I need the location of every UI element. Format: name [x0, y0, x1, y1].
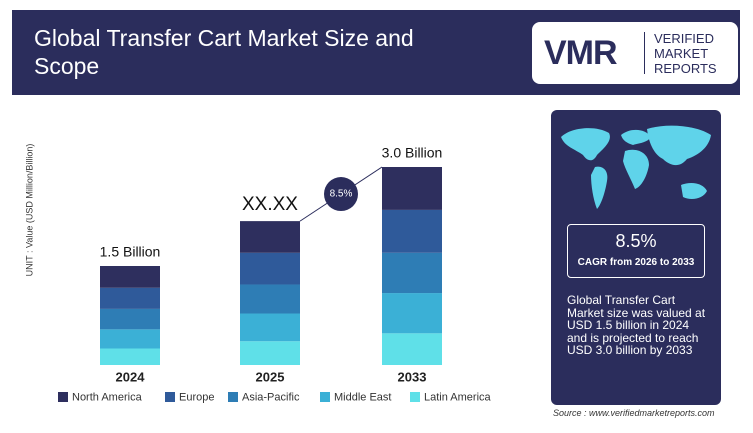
bar-segment — [100, 348, 160, 365]
logo-line: VERIFIED — [654, 31, 714, 46]
x-tick-label: 2024 — [116, 369, 146, 384]
logo-text: VERIFIED MARKET REPORTS — [654, 31, 717, 76]
cagr-caption: CAGR from 2026 to 2033 — [577, 257, 695, 268]
legend-label: North America — [72, 391, 143, 403]
bar-segment — [240, 221, 300, 253]
x-tick-label: 2033 — [398, 369, 427, 384]
summary-panel: 8.5% CAGR from 2026 to 2033 Global Trans… — [551, 110, 721, 405]
bar-segment — [382, 293, 442, 334]
bar-segment — [382, 252, 442, 294]
total-label: 1.5 Billion — [100, 244, 161, 260]
legend-label: Asia-Pacific — [242, 391, 300, 403]
bar-segment — [100, 266, 160, 288]
bar-segment — [382, 209, 442, 253]
legend-swatch — [320, 392, 330, 402]
bar-segment — [100, 308, 160, 330]
cagr-value: 8.5% — [615, 231, 657, 251]
logo-mark: VMR — [544, 34, 618, 72]
growth-label: 8.5% — [330, 189, 353, 200]
bar-segment — [382, 333, 442, 365]
bar-segment — [100, 287, 160, 309]
header: Global Transfer Cart Market Size and Sco… — [12, 10, 740, 95]
legend-swatch — [58, 392, 68, 402]
legend-swatch — [228, 392, 238, 402]
chart: UNIT : Value (USD Million/Billion) 2024 1.… — [24, 144, 492, 404]
legend-label: Middle East — [334, 391, 391, 403]
bar-segment — [240, 252, 300, 285]
description: Global Transfer Cart Market size was val… — [567, 293, 706, 357]
growth-badge — [324, 177, 358, 212]
legend-label: Europe — [179, 391, 214, 403]
source: Source : www.verifiedmarketreports.com — [553, 408, 715, 418]
world-map — [561, 125, 711, 209]
logo-line: MARKET — [654, 46, 709, 61]
logo: VMR VERIFIED MARKET REPORTS — [532, 22, 738, 84]
legend-swatch — [165, 392, 175, 402]
total-label: 3.0 Billion — [382, 145, 443, 161]
legend-swatch — [410, 392, 420, 402]
total-label: XX.XX — [242, 194, 298, 215]
bar-segment — [100, 329, 160, 349]
legend-label: Latin America — [424, 391, 492, 403]
bar-segment — [240, 284, 300, 314]
logo-separator — [644, 32, 645, 74]
cagr-box: 8.5% CAGR from 2026 to 2033 — [567, 224, 705, 278]
logo-line: REPORTS — [654, 61, 717, 76]
y-axis-label: UNIT : Value (USD Million/Billion) — [24, 144, 34, 277]
bar-segment — [240, 341, 300, 365]
title: Global Transfer Cart Market Size and Sco… — [34, 25, 414, 79]
bar-segment — [382, 167, 442, 210]
bar-segment — [240, 313, 300, 342]
x-tick-label: 2025 — [256, 369, 285, 384]
